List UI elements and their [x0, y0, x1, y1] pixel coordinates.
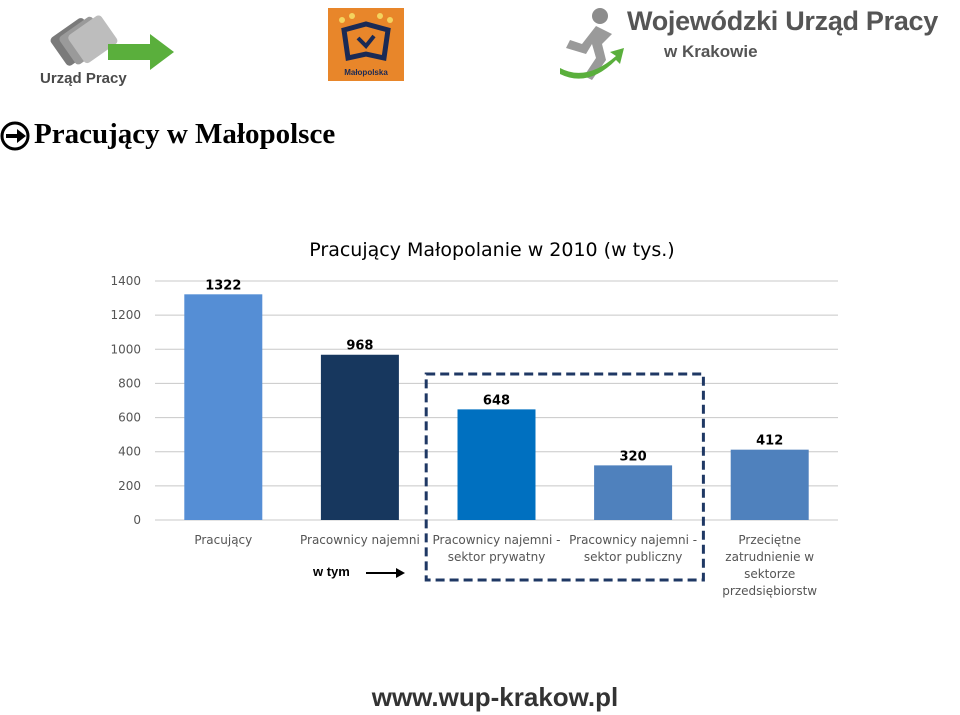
y-tick-label: 600	[118, 411, 141, 425]
data-label: 648	[483, 393, 510, 408]
data-label: 412	[756, 434, 783, 449]
y-tick-label: 0	[133, 513, 141, 527]
urzad-pracy-logo-text: Urząd Pracy	[40, 70, 127, 87]
bar	[320, 354, 399, 520]
data-label: 1322	[205, 278, 241, 293]
malopolska-logo-text: Małopolska	[344, 68, 388, 77]
malopolska-crest-icon	[339, 13, 393, 62]
header: Urząd Pracy Małopolska Wojewódzki Urząd …	[0, 0, 960, 100]
category-label: zatrudnienie w	[725, 550, 814, 564]
running-figure-icon	[560, 8, 624, 80]
category-label: Pracownicy najemni -	[433, 533, 561, 547]
urzad-pracy-logo: Urząd Pracy	[38, 6, 178, 90]
page-title: Pracujący w Małopolsce	[34, 118, 336, 150]
circle-arrow-icon	[0, 121, 30, 151]
data-label: 320	[620, 449, 647, 464]
wup-title: Wojewódzki Urząd Pracy	[627, 6, 938, 36]
category-label: sektorze	[744, 567, 795, 581]
urzad-pracy-logo-icon	[50, 15, 174, 70]
category-label: sektor publiczny	[584, 550, 683, 564]
bar-chart: Pracujący Małopolanie w 2010 (w tys.) 0 20…	[110, 239, 838, 598]
category-label: Pracujący	[194, 533, 252, 547]
footer-url[interactable]: www.wup-krakow.pl	[371, 682, 619, 712]
y-tick-label: 1400	[110, 274, 141, 288]
y-tick-label: 200	[118, 479, 141, 493]
category-label: Pracownicy najemni	[300, 533, 420, 547]
category-label: Przeciętne	[738, 533, 801, 547]
category-label: przedsiębiorstw	[722, 584, 817, 598]
bar	[184, 294, 263, 520]
y-tick-label: 800	[118, 376, 141, 390]
chart-title: Pracujący Małopolanie w 2010 (w tys.)	[309, 239, 674, 261]
y-tick-label: 400	[118, 445, 141, 459]
y-tick-label: 1200	[110, 308, 141, 322]
wup-subtitle: w Krakowie	[664, 42, 758, 61]
y-tick-label: 1000	[110, 342, 141, 356]
annotation-label: w tym	[312, 564, 350, 579]
bar	[457, 409, 536, 520]
data-label: 968	[346, 339, 373, 354]
malopolska-logo: Małopolska	[328, 8, 404, 81]
category-label: sektor prywatny	[448, 550, 546, 564]
bar	[730, 449, 809, 520]
wup-figure-logo	[556, 4, 626, 86]
category-label: Pracownicy najemni -	[569, 533, 697, 547]
highlight-box	[424, 372, 705, 582]
bar	[594, 465, 673, 520]
annotation-arrow-head	[396, 568, 405, 578]
